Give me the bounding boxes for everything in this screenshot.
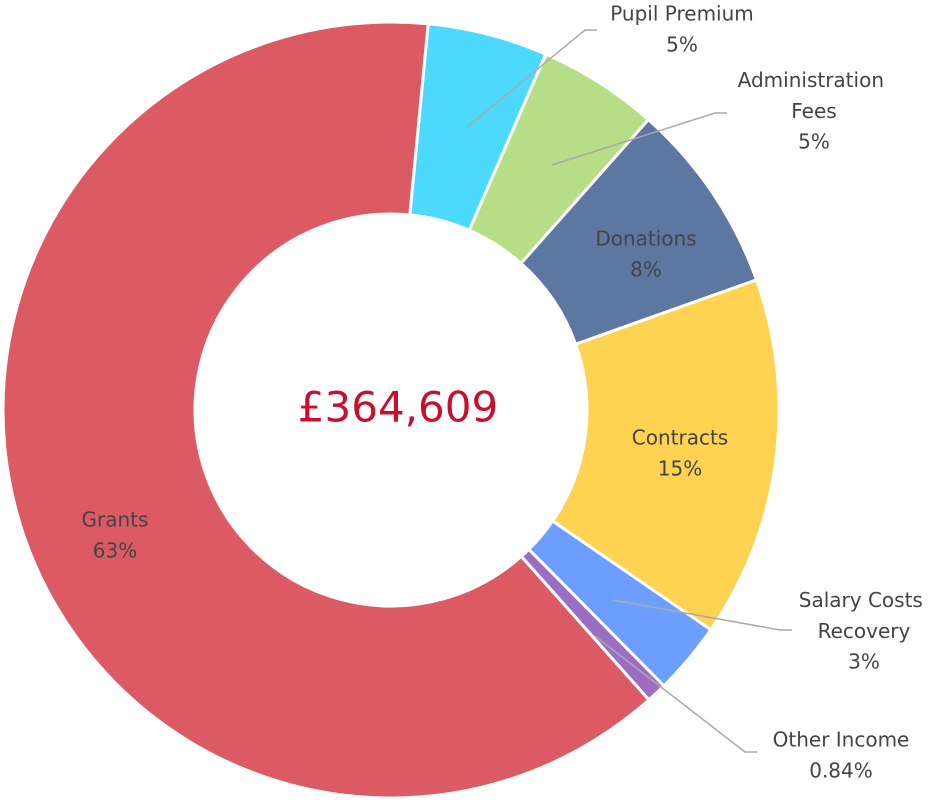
labels: Pupil Premium 5% Administration Fees 5% Dona… bbox=[82, 2, 930, 783]
slice bbox=[550, 277, 781, 632]
leader-line bbox=[551, 112, 727, 166]
leader-line bbox=[466, 29, 597, 128]
value-label: 8% bbox=[630, 258, 662, 282]
slice-name: Contracts bbox=[632, 426, 728, 450]
value-label: 63% bbox=[93, 539, 137, 563]
leaders bbox=[466, 29, 792, 753]
leader-line bbox=[612, 599, 792, 631]
value-label: 3% bbox=[848, 650, 880, 674]
slices bbox=[1, 20, 781, 800]
center-label: £364,609 bbox=[298, 383, 498, 432]
slice-name: Salary Costs Recovery bbox=[799, 588, 929, 643]
value-label: 5% bbox=[798, 130, 830, 154]
slice-name: Pupil Premium bbox=[610, 2, 754, 26]
value-label: 15% bbox=[658, 457, 702, 481]
slice bbox=[1, 20, 652, 800]
slice-name: Other Income bbox=[773, 728, 910, 752]
value-label: 5% bbox=[666, 33, 698, 57]
value-label: 0.84% bbox=[809, 759, 873, 783]
slice-name: Donations bbox=[595, 227, 696, 251]
slice-name: Grants bbox=[82, 508, 149, 532]
leader-line bbox=[594, 635, 757, 753]
slice-name: Administration Fees bbox=[738, 68, 891, 123]
